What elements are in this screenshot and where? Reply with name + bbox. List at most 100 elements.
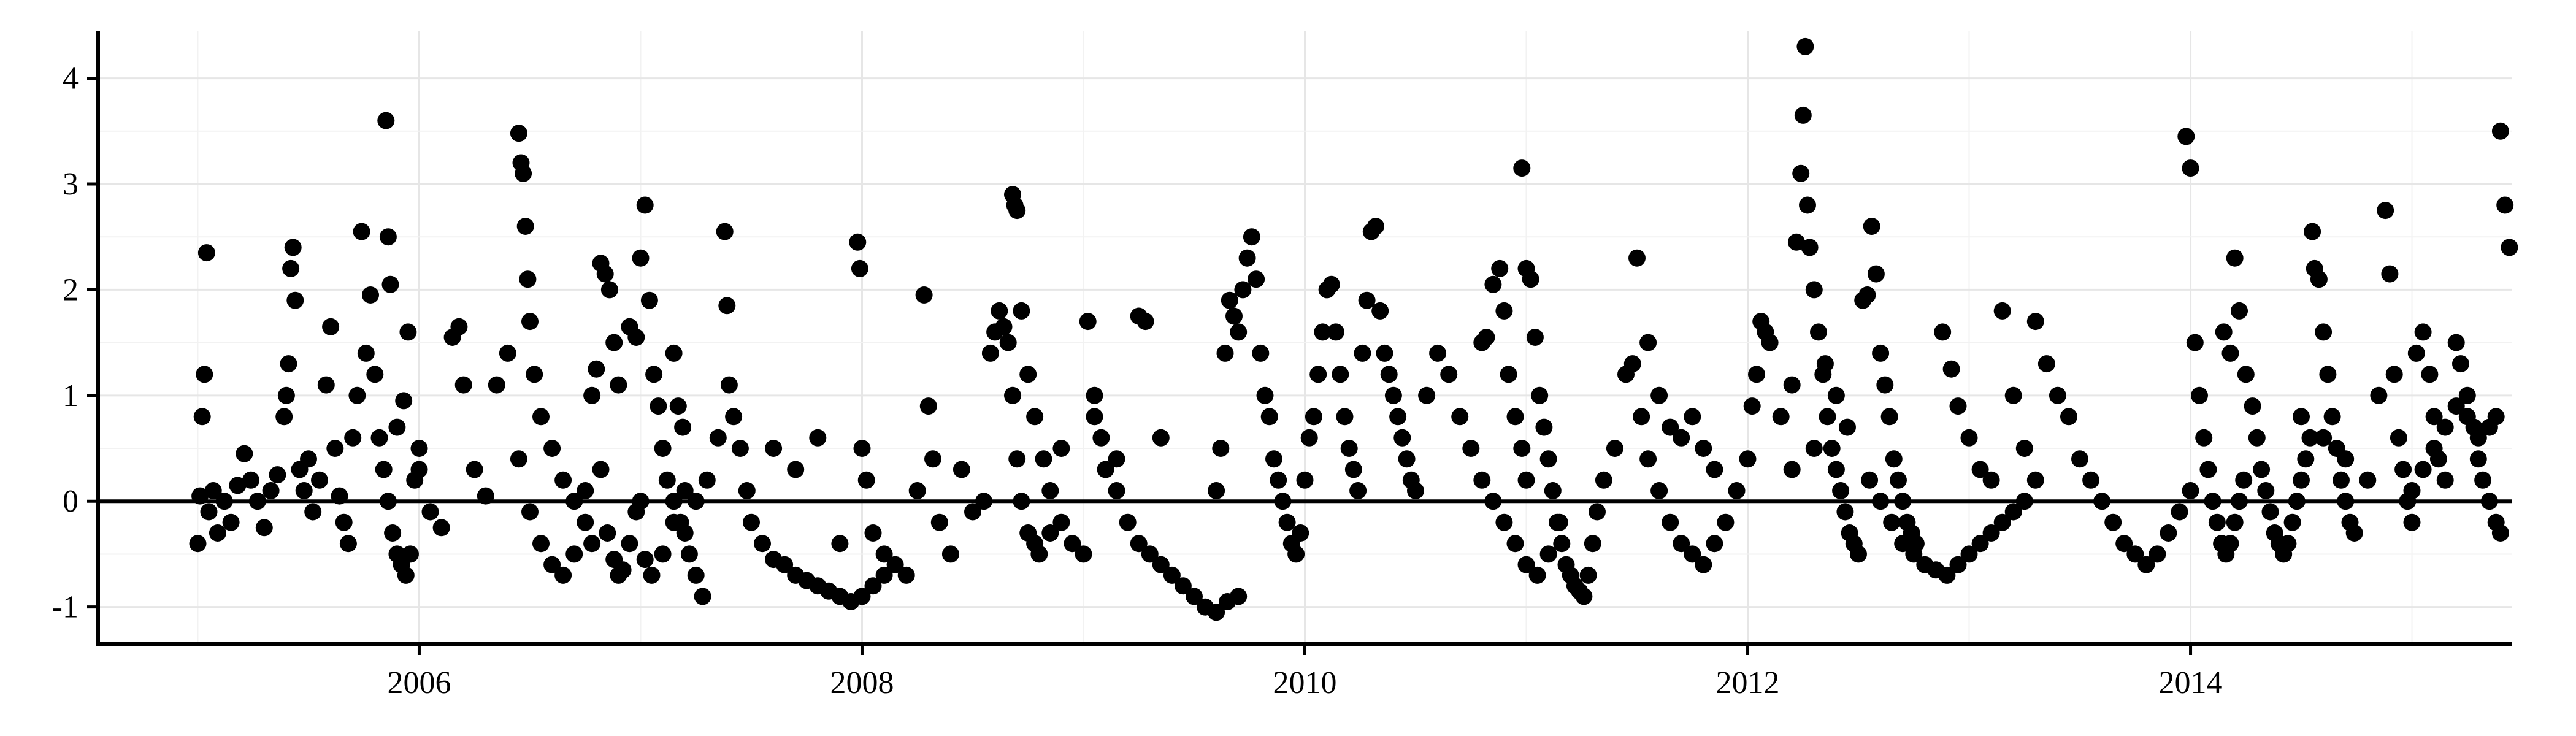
- data-point: [875, 566, 893, 584]
- data-point: [1584, 535, 1601, 553]
- data-point: [1662, 418, 1679, 436]
- data-point: [2474, 471, 2492, 489]
- data-point: [583, 386, 601, 404]
- data-point: [1305, 408, 1322, 426]
- data-point: [1553, 535, 1571, 553]
- data-point: [1026, 408, 1044, 426]
- data-point: [286, 291, 304, 309]
- data-point: [1960, 429, 1978, 447]
- data-point: [809, 429, 827, 447]
- x-tick-label: 2008: [830, 665, 894, 700]
- data-point: [311, 471, 328, 489]
- data-point: [1805, 440, 1823, 457]
- data-point: [1695, 440, 1712, 457]
- data-point: [2414, 461, 2432, 478]
- data-point: [1052, 513, 1070, 531]
- data-point: [614, 561, 632, 579]
- data-point: [196, 366, 213, 383]
- data-point: [275, 408, 293, 426]
- data-point: [1662, 513, 1679, 531]
- data-point: [716, 223, 734, 240]
- data-point: [743, 513, 760, 531]
- data-point: [1517, 556, 1535, 573]
- data-point: [1491, 259, 1509, 277]
- data-point: [2195, 429, 2213, 447]
- data-point: [1429, 344, 1447, 362]
- data-point: [377, 112, 395, 129]
- data-point: [738, 482, 756, 499]
- data-point: [1292, 524, 1309, 542]
- data-point: [2458, 408, 2476, 426]
- data-point: [236, 445, 253, 462]
- data-point: [2297, 450, 2315, 468]
- data-point: [1579, 566, 1597, 584]
- data-point: [650, 397, 667, 415]
- data-point: [915, 286, 933, 304]
- data-point: [2015, 440, 2033, 457]
- data-point: [395, 392, 413, 410]
- data-point: [1650, 482, 1668, 499]
- data-point: [577, 482, 594, 499]
- y-tick-label: 4: [63, 61, 79, 96]
- data-point: [1064, 535, 1081, 553]
- data-point: [2293, 408, 2310, 426]
- data-point: [304, 503, 322, 521]
- data-point: [2082, 471, 2100, 489]
- data-point: [410, 440, 428, 457]
- data-point: [2221, 535, 2239, 553]
- data-point: [995, 318, 1013, 335]
- data-point: [1861, 471, 1879, 489]
- data-point: [924, 450, 941, 468]
- data-point: [765, 440, 783, 457]
- data-point: [379, 228, 397, 246]
- data-point: [1942, 360, 1960, 378]
- data-point: [516, 218, 534, 235]
- data-point: [1092, 429, 1110, 447]
- data-point: [353, 223, 370, 240]
- data-point: [284, 239, 302, 256]
- data-point: [1761, 334, 1779, 351]
- data-point: [610, 376, 627, 394]
- data-point: [515, 164, 532, 182]
- data-point: [776, 556, 794, 573]
- data-point: [680, 545, 698, 563]
- data-point: [636, 196, 654, 214]
- data-point: [2491, 524, 2509, 542]
- data-point: [1296, 471, 1314, 489]
- data-point: [2199, 461, 2217, 478]
- data-point: [654, 545, 672, 563]
- data-point: [2403, 513, 2421, 531]
- data-point: [189, 535, 207, 553]
- data-point: [2496, 196, 2514, 214]
- data-point: [2104, 513, 2122, 531]
- data-point: [1440, 366, 1458, 383]
- data-point: [1019, 366, 1037, 383]
- data-point: [366, 366, 384, 383]
- data-point: [645, 366, 663, 383]
- data-point: [1216, 344, 1234, 362]
- data-point: [981, 344, 999, 362]
- data-point: [1462, 440, 1480, 457]
- data-point: [280, 355, 297, 373]
- data-point: [1799, 196, 1816, 214]
- data-point: [1863, 218, 1880, 235]
- data-point: [1484, 275, 1502, 293]
- data-point: [1894, 535, 1912, 553]
- data-point: [1971, 535, 1989, 553]
- data-point: [1451, 408, 1469, 426]
- data-point: [402, 545, 419, 563]
- data-point: [1885, 450, 1903, 468]
- data-point: [2137, 556, 2155, 573]
- y-tick-label: 3: [63, 167, 79, 202]
- data-point: [1883, 513, 1901, 531]
- data-point: [1633, 408, 1650, 426]
- data-point: [2315, 323, 2333, 341]
- data-point: [2414, 323, 2432, 341]
- data-point: [2182, 482, 2199, 499]
- data-point: [2049, 386, 2066, 404]
- data-point: [1384, 386, 1402, 404]
- data-point: [450, 318, 468, 335]
- data-point: [1300, 429, 1318, 447]
- x-tick-label: 2012: [1716, 665, 1780, 700]
